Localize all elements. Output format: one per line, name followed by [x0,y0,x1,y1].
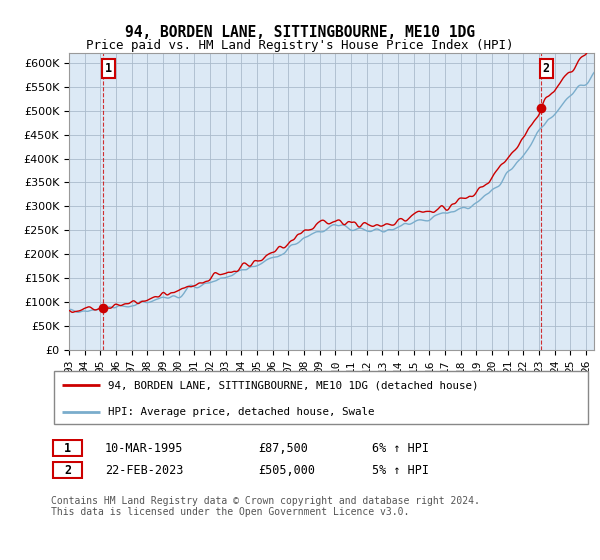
Text: 6% ↑ HPI: 6% ↑ HPI [372,441,429,455]
FancyBboxPatch shape [53,440,82,456]
Text: 94, BORDEN LANE, SITTINGBOURNE, ME10 1DG (detached house): 94, BORDEN LANE, SITTINGBOURNE, ME10 1DG… [108,380,478,390]
Text: £505,000: £505,000 [258,464,315,477]
Text: Contains HM Land Registry data © Crown copyright and database right 2024.
This d: Contains HM Land Registry data © Crown c… [51,496,480,517]
Text: 5% ↑ HPI: 5% ↑ HPI [372,464,429,477]
Text: HPI: Average price, detached house, Swale: HPI: Average price, detached house, Swal… [108,407,374,417]
Text: Price paid vs. HM Land Registry's House Price Index (HPI): Price paid vs. HM Land Registry's House … [86,39,514,52]
Text: 94, BORDEN LANE, SITTINGBOURNE, ME10 1DG: 94, BORDEN LANE, SITTINGBOURNE, ME10 1DG [125,25,475,40]
Text: 10-MAR-1995: 10-MAR-1995 [105,441,184,455]
Text: 1: 1 [64,441,71,455]
Text: 1: 1 [105,62,112,75]
Text: 22-FEB-2023: 22-FEB-2023 [105,464,184,477]
Text: 2: 2 [64,464,71,477]
Text: 2: 2 [543,62,550,75]
FancyBboxPatch shape [54,371,588,424]
FancyBboxPatch shape [53,463,82,478]
Text: £87,500: £87,500 [258,441,308,455]
